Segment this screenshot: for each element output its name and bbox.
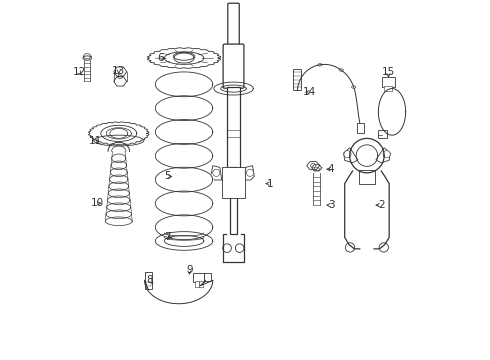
Ellipse shape [94,135,144,146]
Ellipse shape [118,75,122,78]
Text: 3: 3 [328,200,334,210]
Text: 12: 12 [73,67,86,77]
Text: 11: 11 [89,136,102,146]
Text: 10: 10 [91,198,104,208]
Bar [146,282,151,286]
Bar [384,86,392,91]
Circle shape [246,169,254,176]
Bar [294,69,301,90]
Circle shape [344,150,351,158]
Bar [359,170,375,184]
Ellipse shape [314,168,319,171]
Polygon shape [376,148,390,163]
Bar [193,273,204,282]
Bar [221,167,245,198]
Polygon shape [343,148,358,163]
Circle shape [223,244,231,252]
Text: 1: 1 [267,179,273,189]
Bar [195,282,199,287]
Text: 8: 8 [147,275,153,285]
Text: 9: 9 [186,265,193,275]
Circle shape [383,150,390,158]
Ellipse shape [318,63,322,66]
Polygon shape [211,166,221,180]
Circle shape [235,244,244,252]
Circle shape [379,243,389,252]
Circle shape [345,243,355,252]
Bar [145,272,152,289]
Bar [357,123,364,134]
Bar [382,77,394,87]
Ellipse shape [83,56,92,60]
Ellipse shape [351,86,356,88]
Text: 4: 4 [328,164,334,174]
Text: 5: 5 [165,171,171,181]
FancyBboxPatch shape [223,44,244,88]
Bar [199,282,203,287]
Bar [204,273,211,281]
FancyBboxPatch shape [228,3,239,48]
Text: 15: 15 [382,67,395,77]
Bar [230,167,237,234]
Bar [378,130,387,138]
Text: 6: 6 [157,53,164,63]
Text: 2: 2 [378,200,385,210]
Circle shape [213,169,220,176]
Polygon shape [245,166,254,180]
Text: 7: 7 [165,232,171,242]
Ellipse shape [173,52,195,60]
Bar [227,87,240,169]
Text: 14: 14 [303,87,316,97]
Text: 13: 13 [112,66,125,76]
Ellipse shape [339,69,343,71]
